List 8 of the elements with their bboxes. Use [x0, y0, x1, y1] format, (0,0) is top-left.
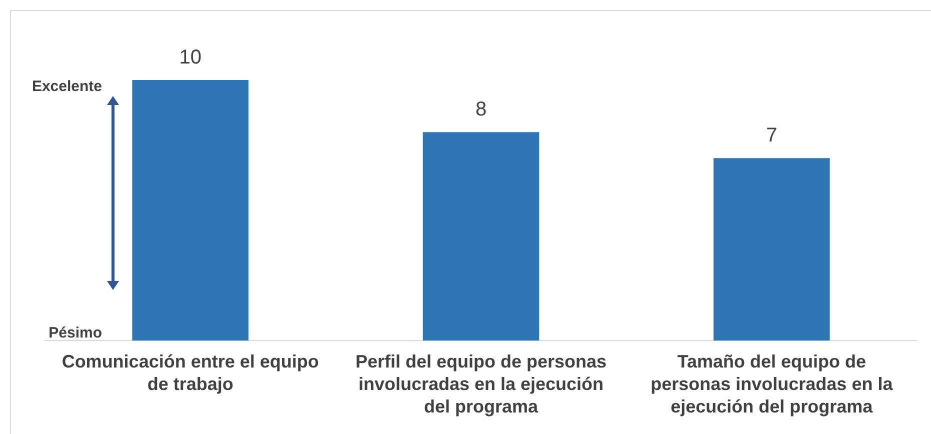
data-label: 10 — [179, 46, 202, 69]
x-tick-label: Tamaño del equipo de personas involucradas en la ejecución del programa — [650, 352, 894, 417]
data-label: 8 — [475, 98, 487, 121]
annotation: Excelente — [32, 78, 102, 96]
x-tick-label: Comunicación entre el equipo de trabajo — [62, 352, 319, 394]
annotation: Pésimo — [48, 324, 102, 342]
x-tick-label: Perfil del equipo de personas involucradas en la ejecución del programa — [355, 352, 607, 417]
data-label: 7 — [766, 124, 778, 147]
